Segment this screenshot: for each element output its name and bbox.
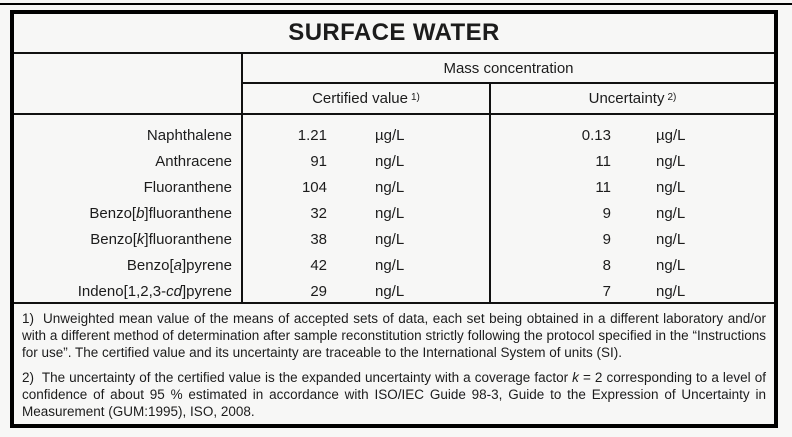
certified-unit: ng/L [375, 204, 405, 222]
uncertainty-value: 9 [602, 230, 611, 248]
uncertainty-unit: ng/L [656, 204, 686, 222]
analyte-name: Anthracene [155, 152, 232, 170]
certified-value-cell: 91 ng/L [241, 148, 489, 174]
footnotes: 1) Unweighted mean value of the means of… [14, 304, 774, 424]
footnote-1: 1) Unweighted mean value of the means of… [22, 311, 766, 360]
certified-value: 1.21 [297, 126, 327, 144]
uncertainty-value: 11 [595, 178, 611, 196]
uncertainty-unit: ng/L [656, 282, 686, 300]
column-rule-2 [489, 115, 491, 302]
uncertainty-value: 8 [602, 256, 611, 274]
uncertainty-cell: 8 ng/L [489, 252, 774, 278]
analyte-name: Indeno[1,2,3- cd]pyrene [77, 282, 232, 300]
group-header-mass-concentration: Mass concentration [243, 54, 774, 85]
uncertainty-cell: 7 ng/L [489, 278, 774, 304]
uncertainty-value: 7 [602, 282, 611, 300]
certified-value-cell: 38 ng/L [241, 226, 489, 252]
uncertainty-cell: 9 ng/L [489, 226, 774, 252]
certified-value: 91 [310, 152, 327, 170]
analyte-name: Benzo[a]pyrene [126, 256, 232, 274]
analyte-name: Benzo[b]fluoranthene [89, 204, 232, 222]
certified-unit: ng/L [375, 282, 405, 300]
certified-value-cell: 29 ng/L [241, 278, 489, 304]
uncertainty-cell: 11 ng/L [489, 174, 774, 200]
certified-unit: ng/L [375, 230, 405, 248]
certified-value-cell: 32 ng/L [241, 200, 489, 226]
uncertainty-value: 0.13 [581, 126, 611, 144]
uncertainty-unit: ng/L [656, 256, 686, 274]
certified-value: 104 [301, 178, 327, 196]
column-rule-1 [241, 115, 243, 302]
certified-value: 32 [310, 204, 327, 222]
empty-corner-cell [14, 54, 243, 113]
uncertainty-value: 11 [595, 152, 611, 170]
uncertainty-unit: ng/L [656, 152, 686, 170]
top-horizontal-rule [0, 3, 792, 5]
uncertainty-cell: 11 ng/L [489, 148, 774, 174]
table-title: SURFACE WATER [14, 14, 774, 55]
analyte-name: Naphthalene [146, 126, 232, 144]
certified-value: 42 [310, 256, 327, 274]
analyte-name: Benzo[k]fluoranthene [90, 230, 232, 248]
certified-unit: ng/L [375, 256, 405, 274]
uncertainty-value: 9 [602, 204, 611, 222]
surface-water-table: SURFACE WATER Mass concentration Certifi… [10, 10, 778, 428]
table-header: Mass concentration Certified value 1) Un… [14, 54, 774, 115]
uncertainty-unit: ng/L [656, 178, 686, 196]
uncertainty-unit: µg/L [656, 126, 686, 144]
certified-value-cell: 42 ng/L [241, 252, 489, 278]
column-header-uncertainty: Uncertainty 2) [588, 90, 677, 108]
certified-unit: µg/L [375, 126, 405, 144]
uncertainty-unit: ng/L [656, 230, 686, 248]
uncertainty-cell: 0.13 µg/L [489, 122, 774, 148]
certified-value: 29 [310, 282, 327, 300]
analyte-name: Fluoranthene [143, 178, 232, 196]
uncertainty-cell: 9 ng/L [489, 200, 774, 226]
table-body: Naphthalene 1.21 µg/L 0.13 µg/L Anthrace… [14, 115, 774, 304]
footnote-2: 2) The uncertainty of the certified valu… [22, 370, 766, 419]
certified-value-cell: 104 ng/L [241, 174, 489, 200]
certified-value-cell: 1.21 µg/L [241, 122, 489, 148]
certified-unit: ng/L [375, 178, 405, 196]
certified-unit: ng/L [375, 152, 405, 170]
certified-value: 38 [310, 230, 327, 248]
column-header-certified-value: Certified value 1) [243, 84, 491, 113]
